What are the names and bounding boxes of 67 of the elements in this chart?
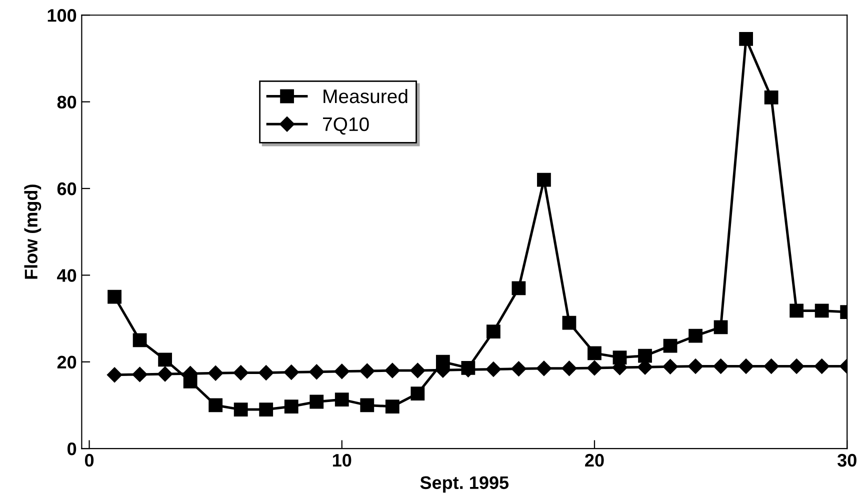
y-axis-title: Flow (mgd) [24, 184, 42, 279]
point [360, 363, 375, 379]
point [157, 366, 173, 382]
point [310, 394, 324, 409]
point [284, 400, 298, 414]
y-tick-label: 100 [48, 9, 76, 22]
x-tick-label: 30 [837, 454, 856, 467]
y-tick-label: 80 [57, 96, 76, 109]
point [385, 400, 400, 414]
point [309, 364, 324, 380]
point [586, 360, 602, 376]
point [384, 362, 400, 378]
point [764, 358, 779, 374]
point [688, 328, 702, 343]
point [536, 360, 552, 376]
point [511, 361, 526, 376]
point [738, 358, 754, 374]
point [739, 32, 753, 46]
point [814, 304, 829, 318]
point [108, 290, 122, 304]
point [208, 366, 224, 381]
point [208, 398, 223, 412]
y-tick-label: 40 [57, 269, 76, 282]
point [764, 90, 778, 104]
legend-label: Measured [324, 88, 408, 104]
y-tick-label: 0 [68, 442, 76, 456]
point [486, 324, 500, 338]
x-tick-label: 20 [585, 454, 604, 467]
point [789, 358, 804, 374]
point [132, 366, 148, 382]
x-tick-label: 10 [332, 454, 352, 467]
point [486, 362, 502, 377]
point [259, 402, 274, 416]
point [612, 350, 627, 364]
point [588, 346, 602, 360]
point [537, 172, 551, 187]
point [662, 359, 678, 374]
point [512, 281, 526, 296]
x-axis-title: Sept. 1995 [420, 476, 509, 493]
point [562, 360, 577, 376]
point [713, 358, 728, 374]
point [562, 316, 576, 330]
point [334, 364, 350, 379]
point [233, 365, 248, 380]
point [132, 333, 147, 348]
point [638, 348, 652, 363]
point [790, 304, 804, 318]
point [436, 354, 450, 369]
point [258, 365, 274, 380]
point [334, 392, 349, 407]
point [183, 374, 198, 388]
point [360, 398, 374, 412]
y-tick-label: 60 [57, 182, 76, 196]
point [714, 320, 728, 334]
point [106, 367, 122, 382]
point [410, 386, 425, 400]
point [688, 358, 704, 374]
point [234, 402, 248, 416]
y-tick-label: 20 [57, 356, 76, 369]
point [158, 352, 172, 367]
x-tick-label: 0 [84, 454, 94, 467]
point [814, 358, 830, 374]
point [410, 362, 426, 378]
point [461, 360, 476, 375]
point [663, 338, 678, 353]
point [284, 364, 299, 380]
legend-label: 7Q10 [323, 117, 369, 135]
